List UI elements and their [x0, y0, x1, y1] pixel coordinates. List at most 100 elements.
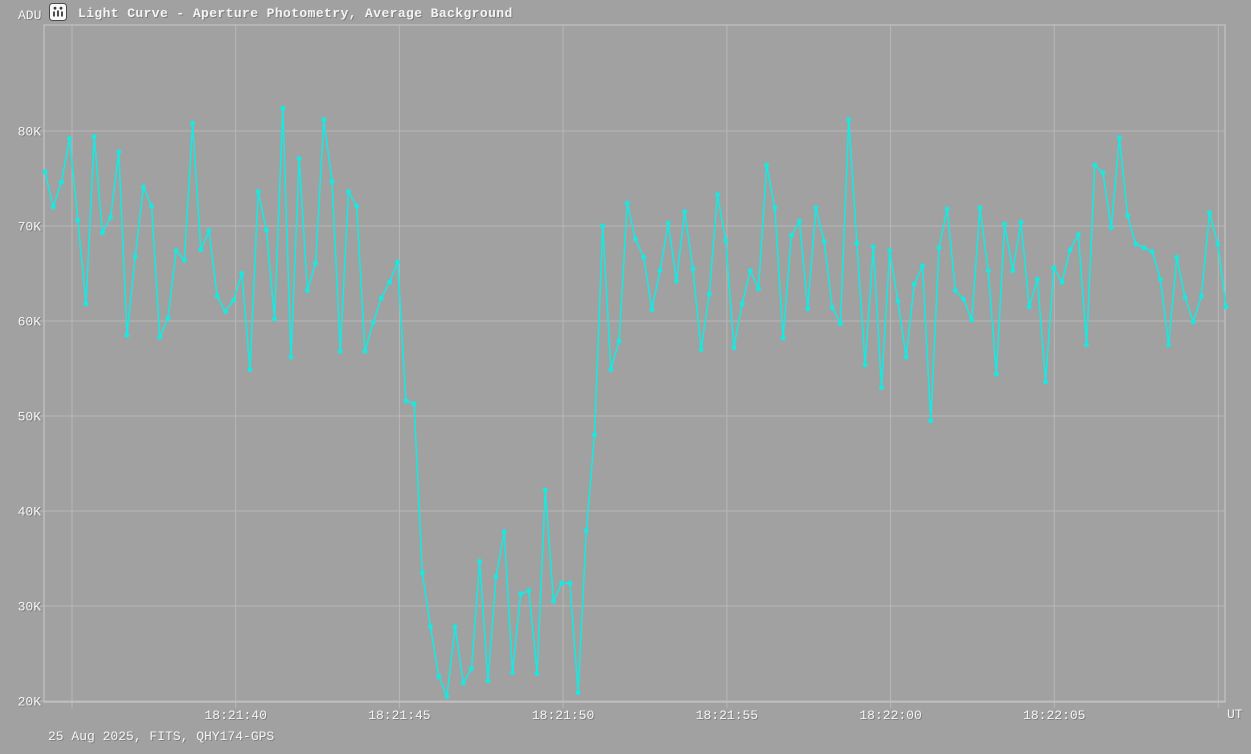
data-point [411, 401, 417, 407]
data-point [657, 268, 663, 274]
data-point [649, 307, 655, 313]
data-point [1075, 232, 1081, 238]
data-point [1116, 135, 1122, 141]
data-point [961, 296, 967, 302]
data-point [1182, 294, 1188, 300]
data-point [920, 263, 925, 269]
data-point [149, 203, 155, 209]
data-point [936, 245, 942, 251]
data-point [641, 254, 647, 260]
data-point [723, 237, 729, 243]
data-point [551, 598, 556, 604]
data-point [124, 332, 130, 338]
data-point [181, 257, 187, 263]
data-point [395, 259, 401, 265]
data-point [329, 178, 335, 184]
data-point [887, 248, 893, 254]
data-point [493, 574, 499, 579]
data-point [321, 117, 327, 123]
data-point [592, 432, 597, 438]
data-point [969, 317, 975, 323]
light-curve-line [44, 107, 1227, 698]
data-point [780, 335, 786, 341]
data-point [1215, 241, 1221, 247]
data-point [846, 117, 852, 123]
data-point [1157, 276, 1163, 282]
data-point [1198, 293, 1204, 299]
data-point [526, 588, 532, 594]
data-point [1084, 342, 1090, 348]
x-tick-label: 18:22:00 [859, 708, 921, 723]
data-point [682, 209, 688, 215]
y-tick-label: 60K [18, 315, 42, 330]
data-point [616, 338, 622, 344]
data-point [378, 295, 384, 301]
data-point [567, 580, 573, 586]
data-point [346, 189, 351, 195]
x-tick-label: 18:21:55 [696, 708, 758, 723]
data-point [206, 228, 212, 234]
data-point [362, 348, 368, 354]
data-point [1034, 276, 1040, 282]
app-icon [49, 3, 67, 21]
data-point [952, 288, 958, 294]
y-tick-label: 20K [18, 695, 42, 710]
app-icon-glyph [49, 3, 67, 21]
y-tick-label: 30K [18, 600, 42, 615]
data-point [485, 678, 491, 684]
data-point [91, 134, 97, 140]
data-point [165, 315, 171, 321]
data-point [739, 301, 745, 307]
data-point [764, 162, 770, 168]
data-point [928, 418, 934, 424]
data-point [1125, 213, 1131, 219]
data-point [116, 149, 122, 155]
data-point [862, 362, 868, 368]
data-point [501, 529, 507, 535]
data-point [797, 218, 802, 224]
data-point [583, 528, 589, 534]
data-point [108, 214, 114, 220]
data-point [157, 334, 163, 340]
data-point [1207, 210, 1213, 216]
data-point [1166, 342, 1172, 348]
data-point [337, 348, 343, 354]
data-point [140, 184, 146, 190]
data-point [854, 240, 860, 246]
data-point [608, 367, 614, 372]
data-point [1051, 265, 1057, 271]
data-point [132, 253, 138, 259]
data-point [665, 220, 671, 226]
data-point [944, 206, 950, 212]
data-point [772, 205, 778, 211]
x-axis-title: UT [1227, 707, 1243, 722]
data-point [452, 624, 458, 630]
data-point [788, 233, 794, 238]
footer-info: 25 Aug 2025, FITS, QHY174-GPS [48, 729, 275, 744]
data-point [469, 666, 474, 672]
data-point [1043, 379, 1049, 385]
x-tick-label: 18:21:40 [204, 708, 266, 723]
data-point [624, 200, 630, 206]
data-point [1059, 279, 1065, 285]
x-tick-label: 18:21:45 [368, 708, 430, 723]
data-point [231, 297, 237, 303]
data-point [1002, 221, 1008, 227]
data-point [247, 367, 253, 372]
data-point [436, 673, 442, 679]
data-point [985, 268, 991, 274]
data-point [838, 321, 843, 327]
data-point [575, 690, 581, 695]
data-point [280, 105, 286, 111]
y-tick-label: 70K [18, 220, 42, 235]
data-point [895, 298, 901, 304]
data-point [255, 189, 261, 195]
data-point [460, 680, 466, 686]
data-point [747, 268, 753, 274]
y-tick-label: 40K [18, 505, 42, 520]
data-point [42, 169, 48, 175]
data-point [288, 354, 294, 360]
data-point [304, 288, 310, 294]
data-point [313, 260, 319, 266]
